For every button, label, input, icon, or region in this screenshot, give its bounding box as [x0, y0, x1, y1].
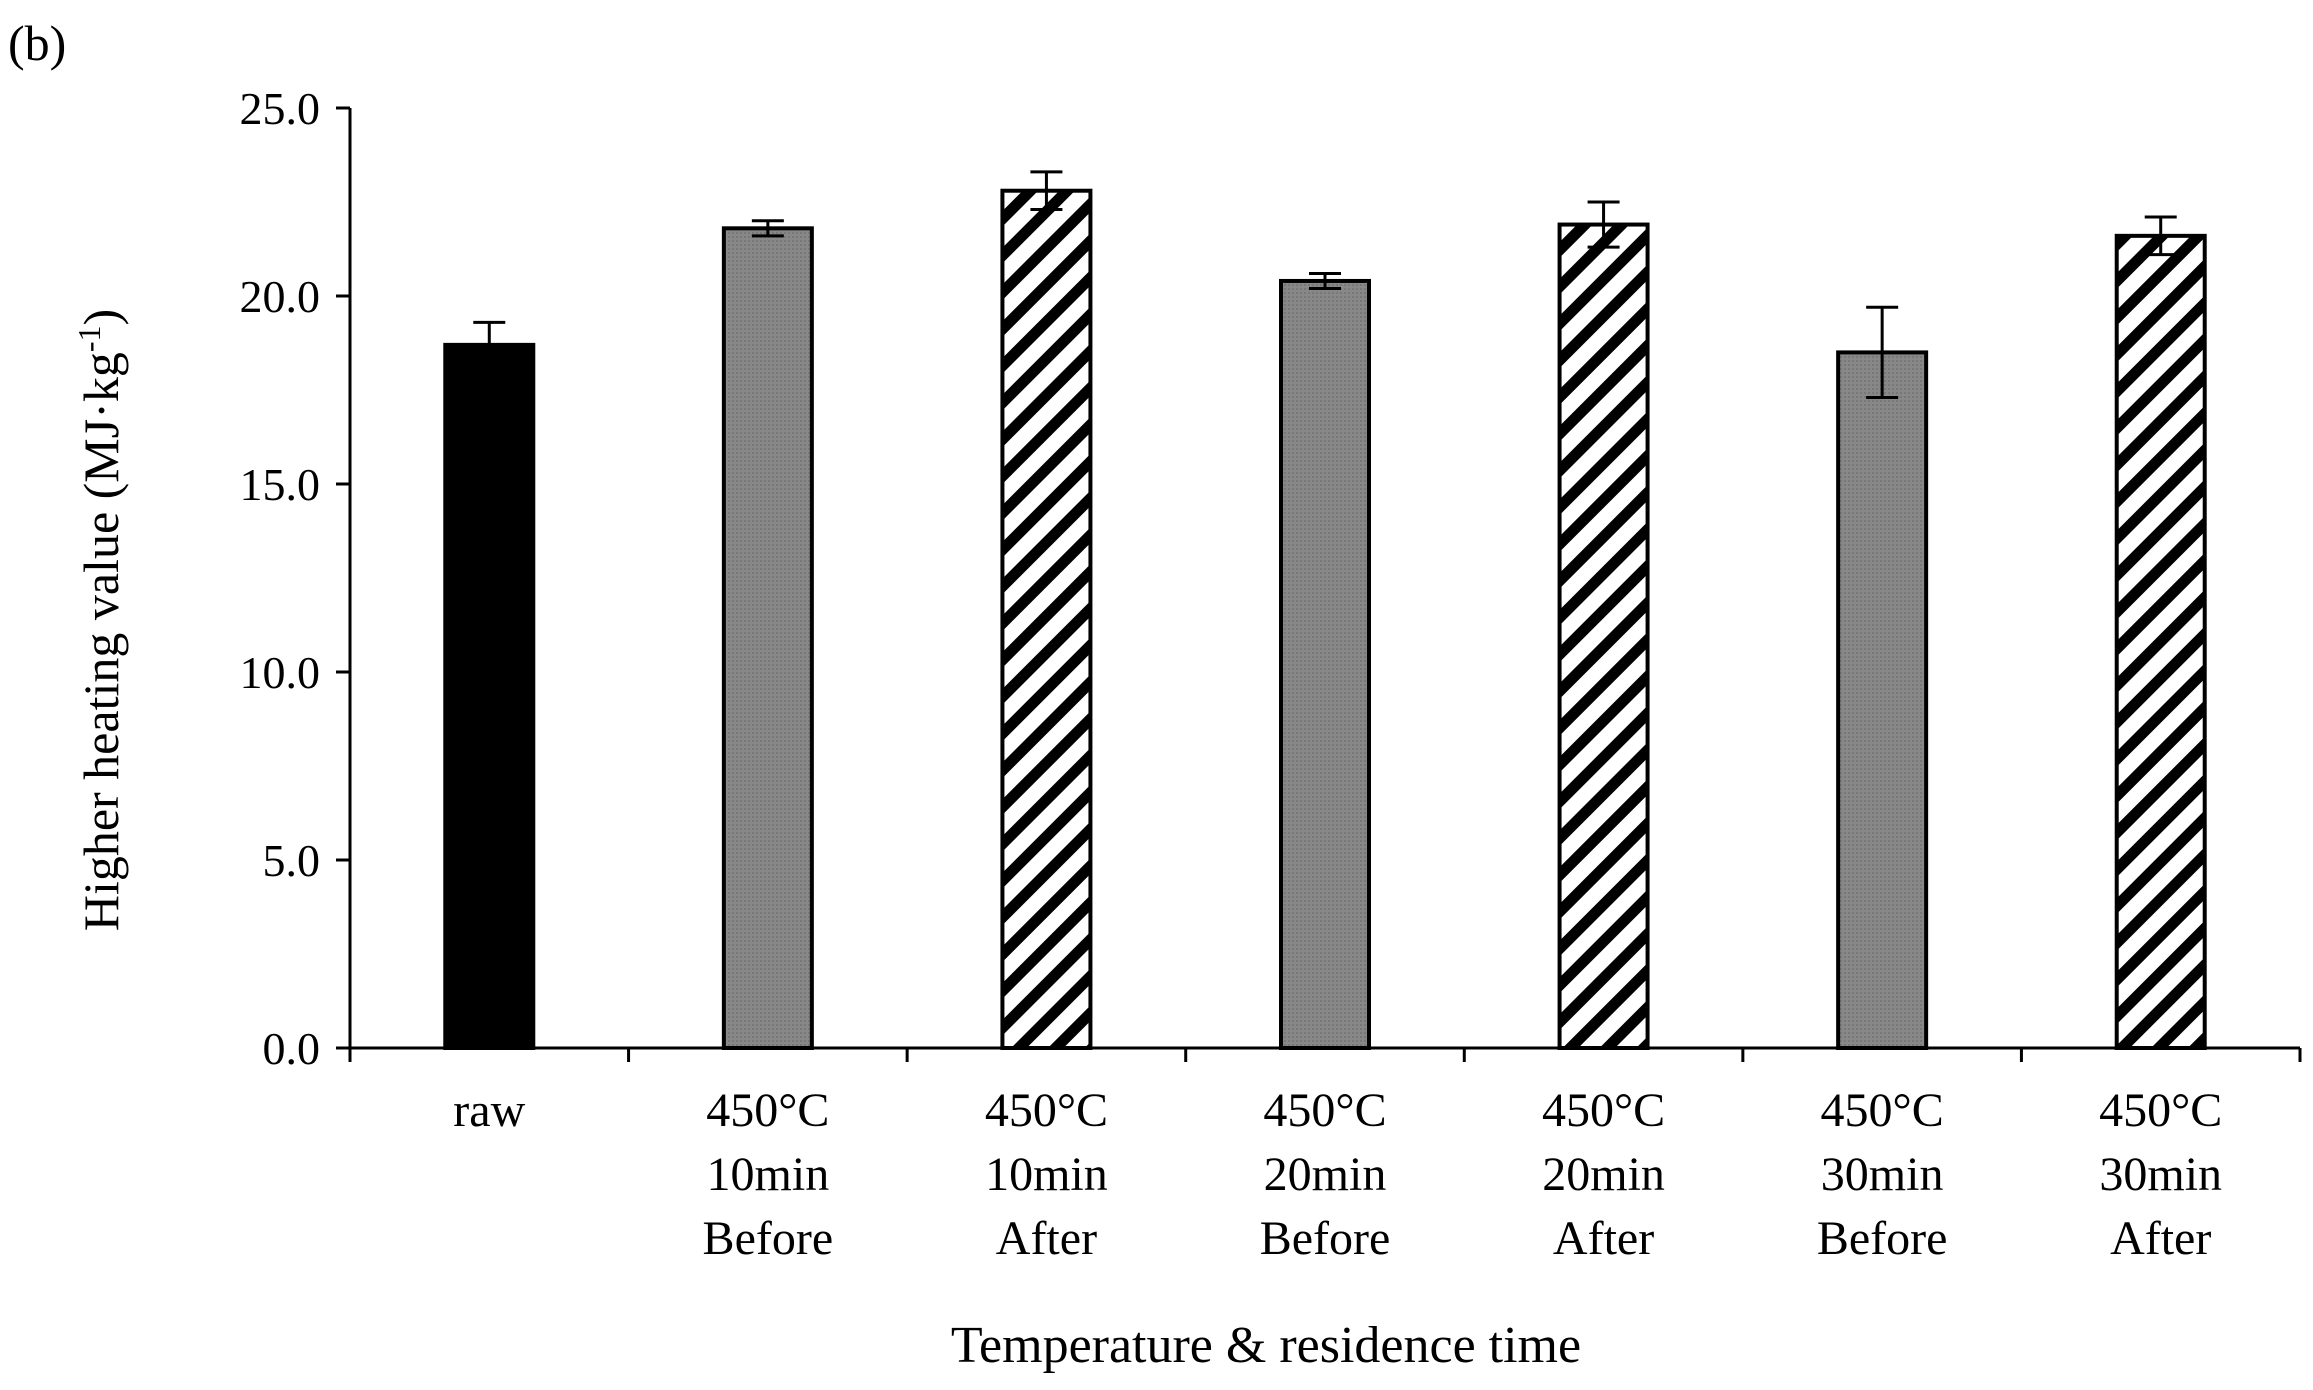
y-tick-label: 5.0: [263, 835, 321, 886]
bar-0: [443, 342, 536, 1050]
x-tick-label-2: 450°C 10min After: [985, 1084, 1108, 1265]
x-tick-labels: raw 450°C 10min Before 450°C 10min After 450°C 2…: [453, 1084, 2222, 1265]
bar-2: [1000, 188, 1093, 1051]
bars: [443, 188, 2207, 1051]
x-tick-label-line: 450°C: [1263, 1084, 1386, 1137]
x-tick-label-line: Before: [703, 1212, 834, 1265]
x-tick-label-3: 450°C 20min Before: [1260, 1084, 1391, 1265]
x-tick-label-6: 450°C 30min After: [2099, 1084, 2222, 1265]
x-tick-label-line: 10min: [707, 1148, 830, 1201]
y-tick-label: 15.0: [240, 459, 321, 510]
x-tick-label-line: Before: [1260, 1212, 1391, 1265]
error-bar-4: [1587, 200, 1620, 249]
x-axis: [348, 1046, 2302, 1062]
x-axis-label: Temperature & residence time: [951, 1317, 1581, 1374]
bar-5: [1836, 350, 1929, 1050]
bar-1: [721, 226, 814, 1050]
y-axis-label: Higher heating value (MJ·kg-1): [71, 309, 129, 931]
x-tick-label-0: raw: [453, 1084, 525, 1137]
panel-label: (b): [8, 15, 66, 71]
error-bar-2: [1030, 170, 1063, 212]
error-bar-0: [473, 320, 506, 369]
y-tick-label: 20.0: [240, 271, 321, 322]
x-tick-label-line: 20min: [1264, 1148, 1387, 1201]
x-tick-label-5: 450°C 30min Before: [1817, 1084, 1948, 1265]
bar-4: [1557, 222, 1650, 1050]
y-axis: 0.0 5.0 10.0 15.0 20.0 25.0: [240, 83, 352, 1074]
x-tick-label-line: 450°C: [2099, 1084, 2222, 1137]
x-tick-label-line: 450°C: [985, 1084, 1108, 1137]
error-bar-1: [751, 219, 784, 238]
x-tick-label-line: 30min: [2099, 1148, 2222, 1201]
x-tick-label-line: After: [996, 1212, 1097, 1265]
y-tick-label: 25.0: [240, 83, 321, 134]
y-axis-label-close: ): [73, 309, 129, 326]
x-tick-label-line: 10min: [985, 1148, 1108, 1201]
x-tick-label-1: 450°C 10min Before: [703, 1084, 834, 1265]
x-tick-label-line: 450°C: [1542, 1084, 1665, 1137]
y-tick-label: 0.0: [263, 1023, 321, 1074]
error-bar-6: [2144, 215, 2177, 257]
x-tick-label-line: 450°C: [1821, 1084, 1944, 1137]
y-tick-label: 10.0: [240, 647, 321, 698]
x-tick-label-4: 450°C 20min After: [1542, 1084, 1665, 1265]
x-tick-label-line: 20min: [1542, 1148, 1665, 1201]
x-tick-label-line: After: [2110, 1212, 2211, 1265]
bar-3: [1279, 278, 1371, 1050]
error-bar-3: [1309, 271, 1341, 290]
y-axis-label-superscript: -1: [71, 325, 107, 352]
x-tick-label-line: Before: [1817, 1212, 1948, 1265]
x-tick-label-line: 450°C: [706, 1084, 829, 1137]
x-tick-label-line: raw: [453, 1084, 525, 1137]
bar-6: [2114, 233, 2207, 1050]
x-tick-label-line: 30min: [1821, 1148, 1944, 1201]
error-bar-5: [1866, 305, 1899, 400]
error-bars: [473, 170, 2177, 400]
x-tick-label-line: After: [1553, 1212, 1654, 1265]
